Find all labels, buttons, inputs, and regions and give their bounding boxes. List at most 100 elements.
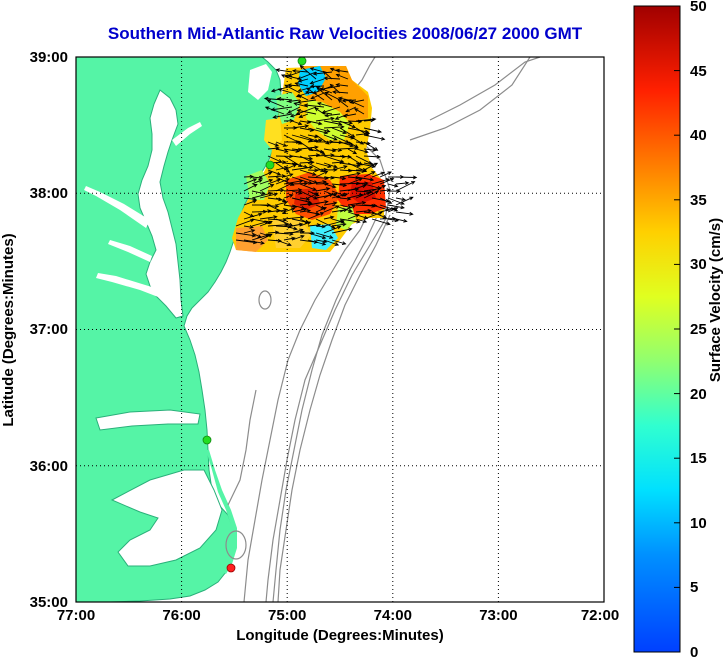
velocity-vector-head xyxy=(369,177,375,182)
velocity-vector xyxy=(331,176,346,180)
velocity-vector xyxy=(267,189,284,192)
x-tick-label: 76:00 xyxy=(162,607,200,624)
velocity-vector xyxy=(275,201,287,206)
velocity-vector-head xyxy=(394,207,399,211)
velocity-vector xyxy=(323,176,334,179)
colorbar-tick-label: 0 xyxy=(690,644,698,659)
velocity-vector xyxy=(371,211,387,219)
velocity-vector xyxy=(331,223,346,227)
delaware-bay xyxy=(248,64,272,100)
velocity-vector xyxy=(291,120,302,125)
velocity-vector-head xyxy=(349,100,355,105)
velocity-vector xyxy=(323,120,342,125)
velocity-vector-head xyxy=(337,98,342,103)
velocity-vector xyxy=(307,192,319,199)
velocity-vector-head xyxy=(312,71,318,76)
velocity-vector xyxy=(291,197,312,203)
velocity-vector xyxy=(243,229,255,234)
velocity-vector xyxy=(299,197,310,200)
velocity-vector xyxy=(363,148,376,151)
velocity-vector-head xyxy=(276,171,282,176)
velocity-vector xyxy=(315,154,334,157)
velocity-vector-head xyxy=(275,68,280,73)
velocity-vector-head xyxy=(387,200,393,204)
x-tick-label: 73:00 xyxy=(479,607,517,624)
velocity-vector xyxy=(243,225,253,228)
velocity-vector-head xyxy=(386,221,391,226)
velocity-vector-head xyxy=(252,199,258,204)
velocity-vector xyxy=(313,71,333,75)
velocity-vector xyxy=(331,193,348,199)
velocity-vector xyxy=(299,113,309,118)
velocity-vector xyxy=(339,204,352,209)
velocity-vector-head xyxy=(273,215,278,219)
velocity-vector-head xyxy=(309,84,315,89)
velocity-vector-head xyxy=(297,121,303,126)
velocity-vector xyxy=(290,113,301,117)
velocity-vector-head xyxy=(333,201,338,206)
velocity-vector xyxy=(323,126,344,129)
velocity-vector xyxy=(347,148,357,154)
velocity-vector-head xyxy=(298,114,303,119)
velocity-vector-head xyxy=(325,187,331,191)
velocity-vector-head xyxy=(329,215,335,220)
velocity-vector xyxy=(355,176,374,181)
velocity-vector-head xyxy=(292,164,298,168)
velocity-vector xyxy=(304,104,325,108)
velocity-vector xyxy=(275,197,286,202)
velocity-vector-head xyxy=(354,146,359,151)
velocity-vector xyxy=(275,178,290,185)
velocity-vector xyxy=(395,218,407,222)
velocity-vector-head xyxy=(251,233,257,238)
map-grid xyxy=(76,57,604,602)
velocity-vector xyxy=(347,194,363,199)
velocity-vector xyxy=(307,139,322,143)
velocity-vector xyxy=(283,216,304,220)
velocity-vector xyxy=(315,218,335,229)
velocity-vector xyxy=(315,148,325,155)
velocity-vector-head xyxy=(335,205,340,209)
velocity-vector-head xyxy=(268,191,273,196)
velocity-vector xyxy=(275,162,290,173)
velocity-vector-head xyxy=(348,208,353,213)
colorbar-ticks xyxy=(674,5,680,653)
velocity-vector xyxy=(275,141,287,147)
velocity-vector xyxy=(347,178,363,185)
velocity-vector xyxy=(323,216,334,220)
velocity-vector-head xyxy=(297,147,303,152)
velocity-vector-head xyxy=(282,218,288,223)
velocity-vector-head xyxy=(250,218,255,223)
velocity-vector-head xyxy=(370,118,375,123)
velocity-vector xyxy=(395,211,413,215)
velocity-vector xyxy=(307,211,319,215)
velocity-vector xyxy=(315,170,328,178)
colorbar-tick-labels: 50 45 40 35 30 25 20 15 10 5 0 xyxy=(690,0,707,659)
velocity-vector-head xyxy=(342,113,348,118)
velocity-vector-head xyxy=(371,171,376,175)
velocity-vector xyxy=(363,211,383,220)
velocity-vector xyxy=(323,162,338,168)
rappahannock-river xyxy=(108,240,152,262)
velocity-vector-head xyxy=(321,111,326,115)
velocity-vector-head xyxy=(289,118,295,123)
velocity-vector-head xyxy=(323,130,329,135)
velocity-vector-head xyxy=(322,180,327,184)
velocity-vector xyxy=(291,223,303,227)
velocity-vector xyxy=(339,134,355,139)
velocity-vector-head xyxy=(293,125,298,130)
velocity-vector xyxy=(267,224,288,227)
outer-banks xyxy=(206,450,237,574)
velocity-vector-head xyxy=(409,196,414,201)
velocity-vector-head xyxy=(282,198,287,203)
velocity-vector xyxy=(363,162,374,166)
velocity-vector-head xyxy=(335,73,341,78)
chesapeake-bay xyxy=(137,89,184,319)
velocity-vector xyxy=(323,193,333,199)
velocity-vector-head xyxy=(335,82,340,87)
velocity-vector xyxy=(288,71,301,77)
y-tick-label: 36:00 xyxy=(30,458,68,475)
velocity-vector-head xyxy=(319,212,325,216)
velocity-vector-head xyxy=(287,109,292,114)
velocity-vector xyxy=(315,207,327,213)
velocity-vector xyxy=(363,155,381,158)
